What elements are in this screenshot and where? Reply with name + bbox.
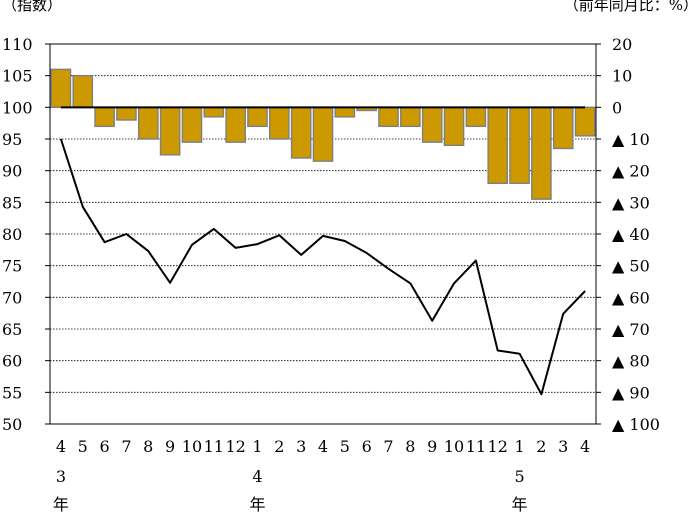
right-tick-label: ▲ 70 [612, 320, 650, 339]
right-tick-label: ▲ 10 [612, 130, 650, 149]
x-tick-label: 11 [466, 437, 486, 456]
right-tick-label: ▲ 100 [612, 415, 660, 434]
right-axis-ticks: 20 10 0 ▲ 10 ▲ 20 ▲ 30 ▲ 40 ▲ 50 ▲ 60 ▲ 70 ▲ 80 ▲ 9… [596, 35, 660, 434]
bar [225, 106, 246, 143]
bar [421, 106, 443, 143]
left-tick-label: 105 [2, 67, 33, 86]
left-tick-label: 100 [2, 98, 33, 117]
left-tick-label: 60 [2, 352, 22, 371]
x-tick-label: 10 [182, 437, 202, 456]
left-tick-label: 55 [2, 383, 22, 402]
bar [465, 106, 487, 128]
bar [137, 106, 159, 140]
left-tick-label: 95 [2, 130, 22, 149]
bar [50, 68, 72, 109]
x-tick-label: 2 [274, 437, 284, 456]
x-tick-label: 6 [362, 437, 372, 456]
bar [312, 106, 334, 162]
x-tick-label: 3 [558, 437, 568, 456]
left-tick-label: 50 [2, 415, 22, 434]
left-tick-label: 90 [2, 162, 22, 181]
x-tick-label: 5 [340, 437, 350, 456]
x-tick-label: 10 [444, 437, 464, 456]
left-tick-label: 85 [2, 193, 22, 212]
bar [181, 106, 203, 143]
bar [400, 106, 421, 128]
x-tick-label: 4 [318, 437, 328, 456]
x-tick-label: 5 [78, 437, 88, 456]
left-tick-label: 65 [2, 320, 22, 339]
x-tick-label: 7 [383, 437, 393, 456]
bar [531, 106, 552, 200]
line-series [59, 138, 586, 396]
x-tick-label: 4 [580, 437, 590, 456]
right-tick-label: ▲ 40 [612, 225, 650, 244]
x-tick-label: 4 [56, 437, 66, 456]
year-number: 3 [56, 467, 66, 486]
x-tick-label: 8 [405, 437, 415, 456]
x-tick-label: 11 [204, 437, 224, 456]
right-tick-label: ▲ 60 [612, 288, 650, 307]
left-axis-ticks: 110 105 100 95 90 85 80 75 70 65 60 55 50 [2, 35, 50, 434]
year-unit: 年 [53, 495, 69, 512]
right-tick-label: ▲ 90 [612, 383, 650, 402]
bar [159, 106, 181, 156]
bar [443, 106, 465, 147]
bar [269, 106, 290, 140]
left-axis-unit: （指数） [2, 0, 62, 14]
bar [203, 106, 225, 118]
bar [94, 106, 115, 128]
x-tick-label: 1 [252, 437, 262, 456]
bar-series [50, 68, 596, 200]
bar [116, 106, 137, 121]
x-tick-label: 3 [296, 437, 306, 456]
x-tick-label: 8 [143, 437, 153, 456]
x-tick-label: 9 [165, 437, 175, 456]
x-tick-label: 9 [427, 437, 437, 456]
bar [378, 106, 399, 128]
year-unit: 年 [249, 495, 265, 512]
right-axis-unit: （前年同月比：%） [564, 0, 698, 14]
right-tick-label: 10 [612, 67, 632, 86]
left-tick-label: 80 [2, 225, 22, 244]
bar [574, 106, 596, 137]
right-tick-label: ▲ 30 [612, 193, 650, 212]
right-tick-label: ▲ 20 [612, 162, 650, 181]
bar [247, 106, 268, 128]
x-tick-label: 1 [514, 437, 524, 456]
right-tick-label: 0 [612, 98, 622, 117]
year-number: 5 [514, 467, 524, 486]
bar [487, 106, 509, 185]
right-tick-label: 20 [612, 35, 632, 54]
x-tick-label: 12 [488, 437, 508, 456]
index-line [59, 138, 586, 396]
year-unit: 年 [512, 495, 528, 512]
x-tick-label: 6 [100, 437, 110, 456]
x-tick-label: 12 [225, 437, 245, 456]
bar [290, 106, 312, 159]
x-tick-label: 2 [536, 437, 546, 456]
left-tick-label: 110 [2, 35, 33, 54]
x-tick-label: 7 [121, 437, 131, 456]
right-tick-label: ▲ 80 [612, 352, 650, 371]
left-tick-label: 75 [2, 257, 22, 276]
bar [509, 106, 530, 185]
bar [552, 106, 574, 150]
bar [334, 106, 356, 118]
left-tick-label: 70 [2, 288, 22, 307]
right-tick-label: ▲ 50 [612, 257, 650, 276]
bar [72, 74, 94, 109]
year-number: 4 [252, 467, 262, 486]
